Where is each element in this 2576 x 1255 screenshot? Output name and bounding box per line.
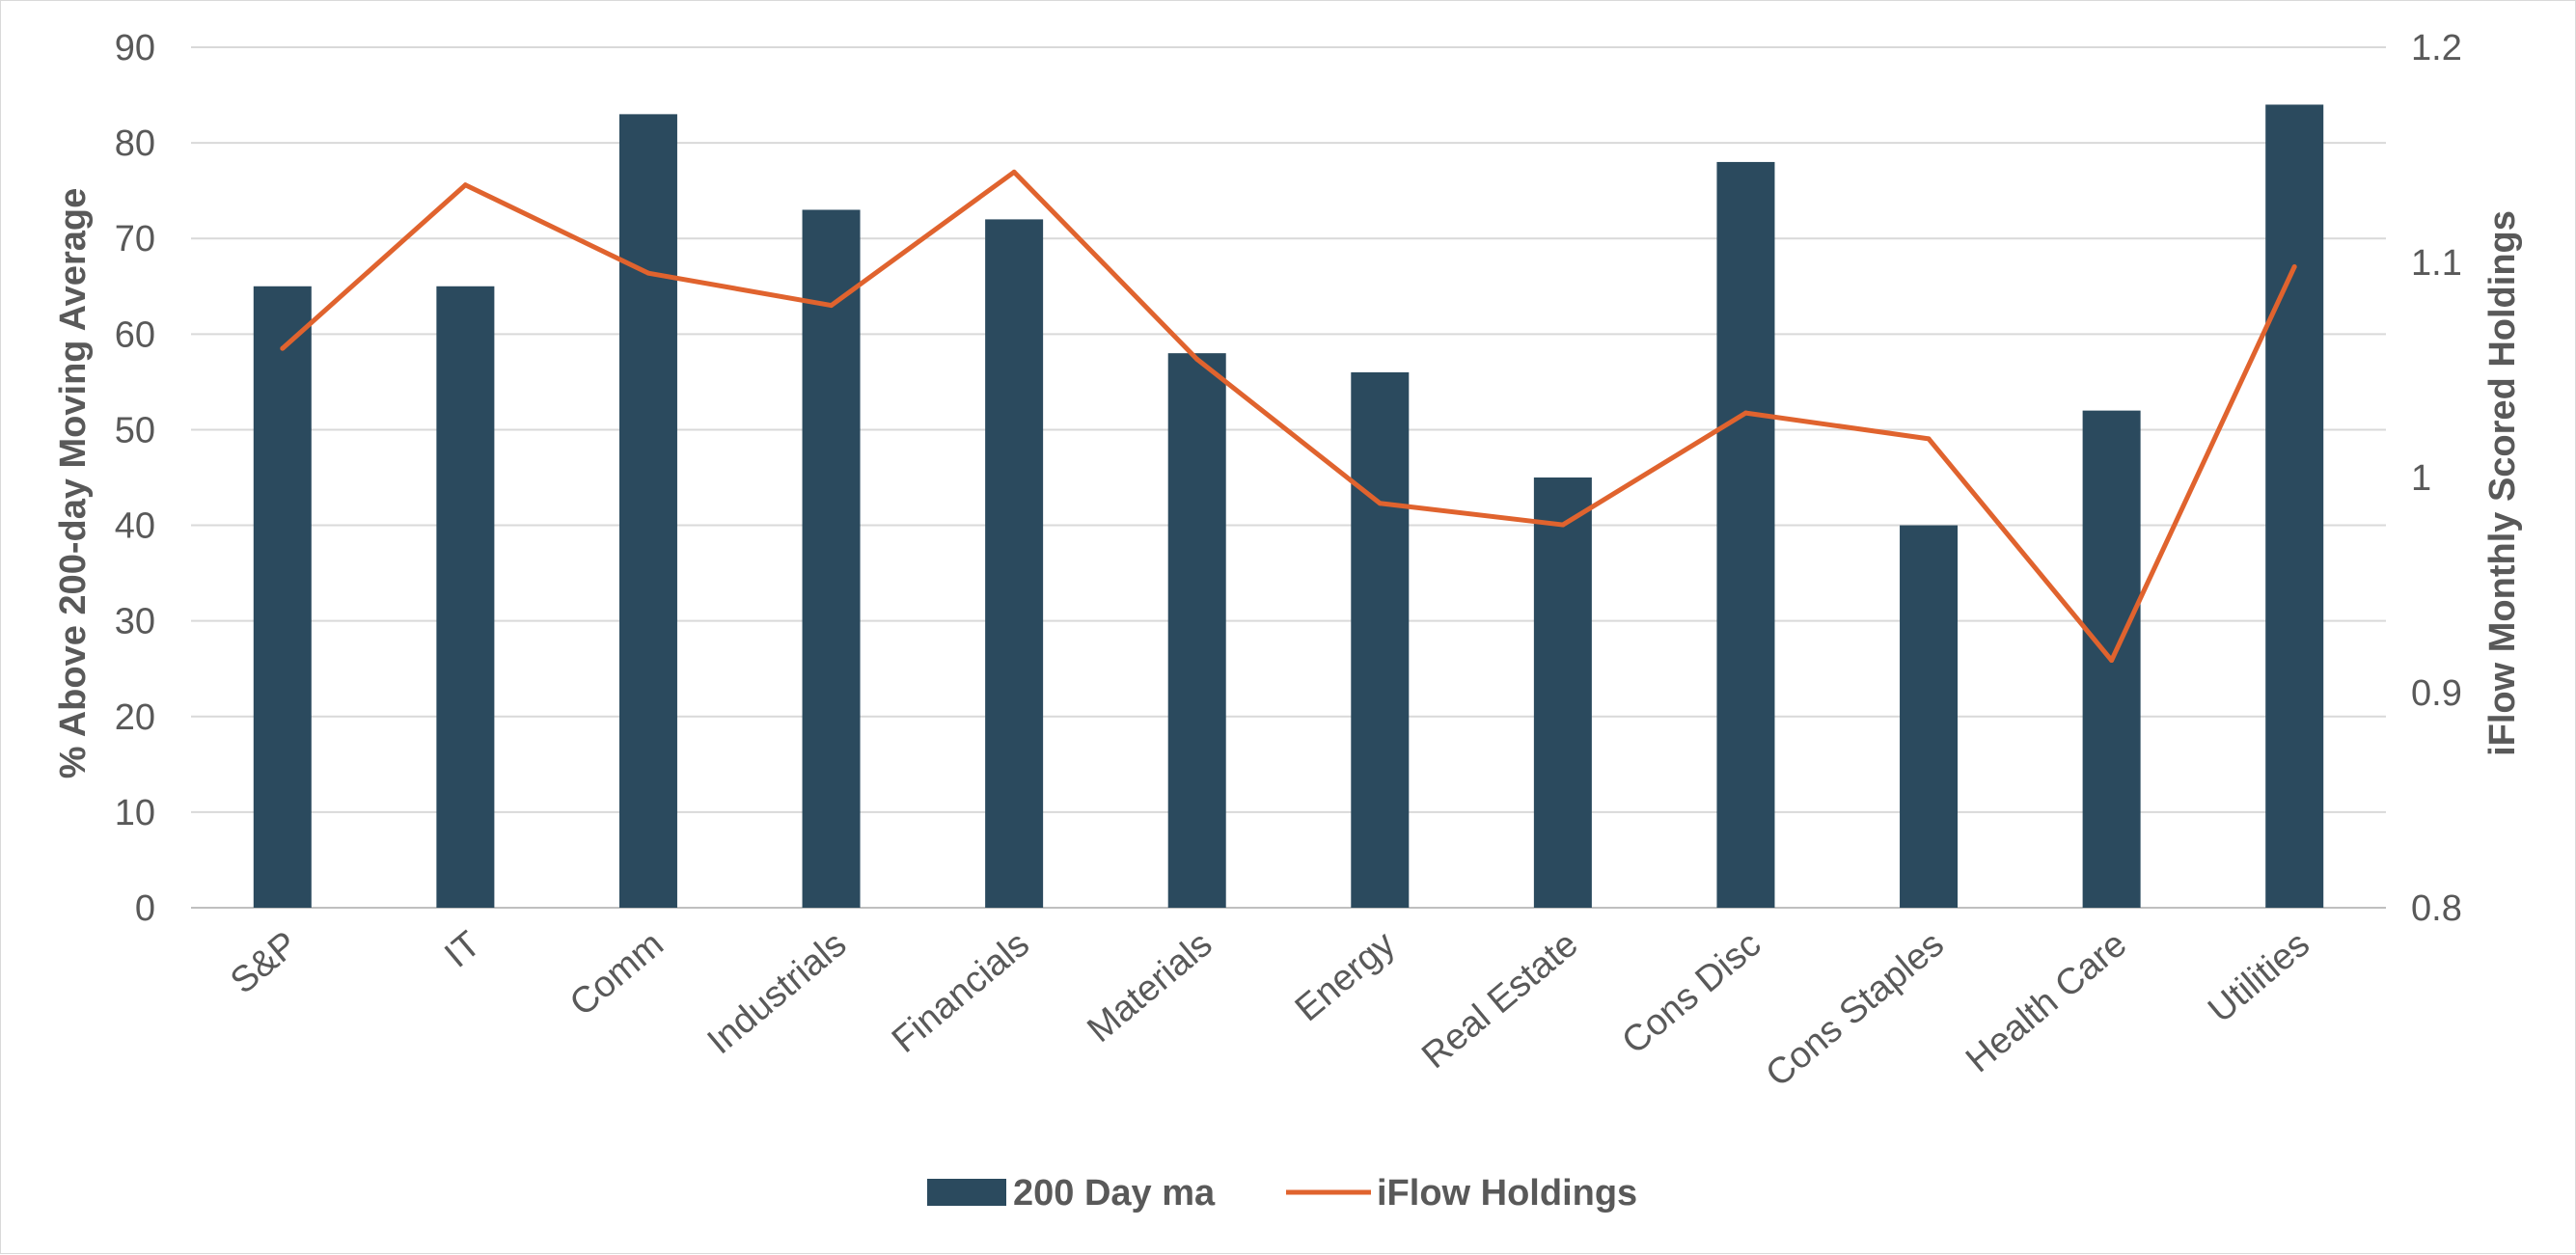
category-tick-label: Health Care <box>1959 924 2134 1081</box>
right-axis-ticks: 0.8 0.9 1 1.1 1.2 <box>2411 28 2462 929</box>
line-point <box>1377 501 1383 506</box>
line-point <box>1742 410 1748 416</box>
category-tick-label: Financials <box>885 924 1037 1061</box>
legend-swatch-bar <box>927 1179 1006 1206</box>
left-axis-tick-label: 10 <box>115 793 155 833</box>
bar <box>618 114 677 908</box>
right-axis-tick-label: 1 <box>2411 458 2431 499</box>
bar <box>985 219 1044 908</box>
bar <box>1533 477 1592 908</box>
category-axis-ticks: S&P IT Comm Industrials Financials Materials E… <box>223 924 2317 1095</box>
line-series <box>280 169 2297 664</box>
category-tick-label: Energy <box>1288 924 1403 1030</box>
legend-label-bar: 200 Day ma <box>1013 1173 1216 1214</box>
category-tick-label: Cons Disc <box>1615 924 1769 1062</box>
right-axis-tick-label: 0.8 <box>2411 888 2462 929</box>
left-axis-tick-label: 50 <box>115 410 155 450</box>
line-point <box>2109 658 2115 664</box>
category-tick-label: Utilities <box>2201 924 2317 1031</box>
line-path <box>281 169 2297 664</box>
category-tick-label: Real Estate <box>1414 924 1585 1077</box>
left-axis-title: % Above 200-day Moving Average <box>53 188 94 778</box>
bar <box>436 286 495 908</box>
category-tick-label: Materials <box>1080 924 1219 1050</box>
right-axis-title: iFlow Monthly Scored Holdings <box>2482 210 2523 756</box>
bar-series <box>253 104 2324 909</box>
right-axis-tick-label: 1.2 <box>2411 28 2462 68</box>
bar <box>1900 525 1959 908</box>
line-point <box>1194 356 1200 362</box>
line-point <box>645 270 651 276</box>
line-point <box>1560 522 1566 528</box>
left-axis-ticks: 0 10 20 30 40 50 60 70 80 90 <box>115 28 155 929</box>
bar <box>802 209 861 908</box>
bar <box>1716 161 1775 908</box>
left-axis-tick-label: 0 <box>135 888 155 929</box>
bar <box>253 286 312 908</box>
category-tick-label: IT <box>437 924 488 976</box>
left-axis-tick-label: 70 <box>115 219 155 259</box>
left-axis-tick-label: 20 <box>115 697 155 738</box>
right-axis-tick-label: 0.9 <box>2411 673 2462 714</box>
category-tick-label: Comm <box>562 924 671 1024</box>
bar <box>1167 353 1226 909</box>
line-point <box>829 303 835 309</box>
bar <box>2265 104 2324 908</box>
category-tick-label: S&P <box>223 924 305 1002</box>
left-axis-tick-label: 30 <box>115 602 155 642</box>
line-point <box>1926 436 1932 442</box>
category-tick-label: Industrials <box>700 924 855 1063</box>
category-tick-label: Cons Staples <box>1759 924 1952 1095</box>
left-axis-tick-label: 40 <box>115 506 155 547</box>
line-point <box>280 345 286 351</box>
line-point <box>462 182 468 188</box>
gridlines <box>191 46 2386 909</box>
line-point <box>2291 263 2297 269</box>
legend-label-line: iFlow Holdings <box>1377 1173 1637 1214</box>
right-axis-tick-label: 1.1 <box>2411 243 2462 284</box>
left-axis-tick-label: 80 <box>115 123 155 164</box>
bar <box>1351 371 1410 908</box>
legend: 200 Day ma iFlow Holdings <box>927 1173 1637 1214</box>
line-point <box>1011 169 1017 175</box>
left-axis-tick-label: 60 <box>115 314 155 355</box>
left-axis-tick-label: 90 <box>115 28 155 68</box>
